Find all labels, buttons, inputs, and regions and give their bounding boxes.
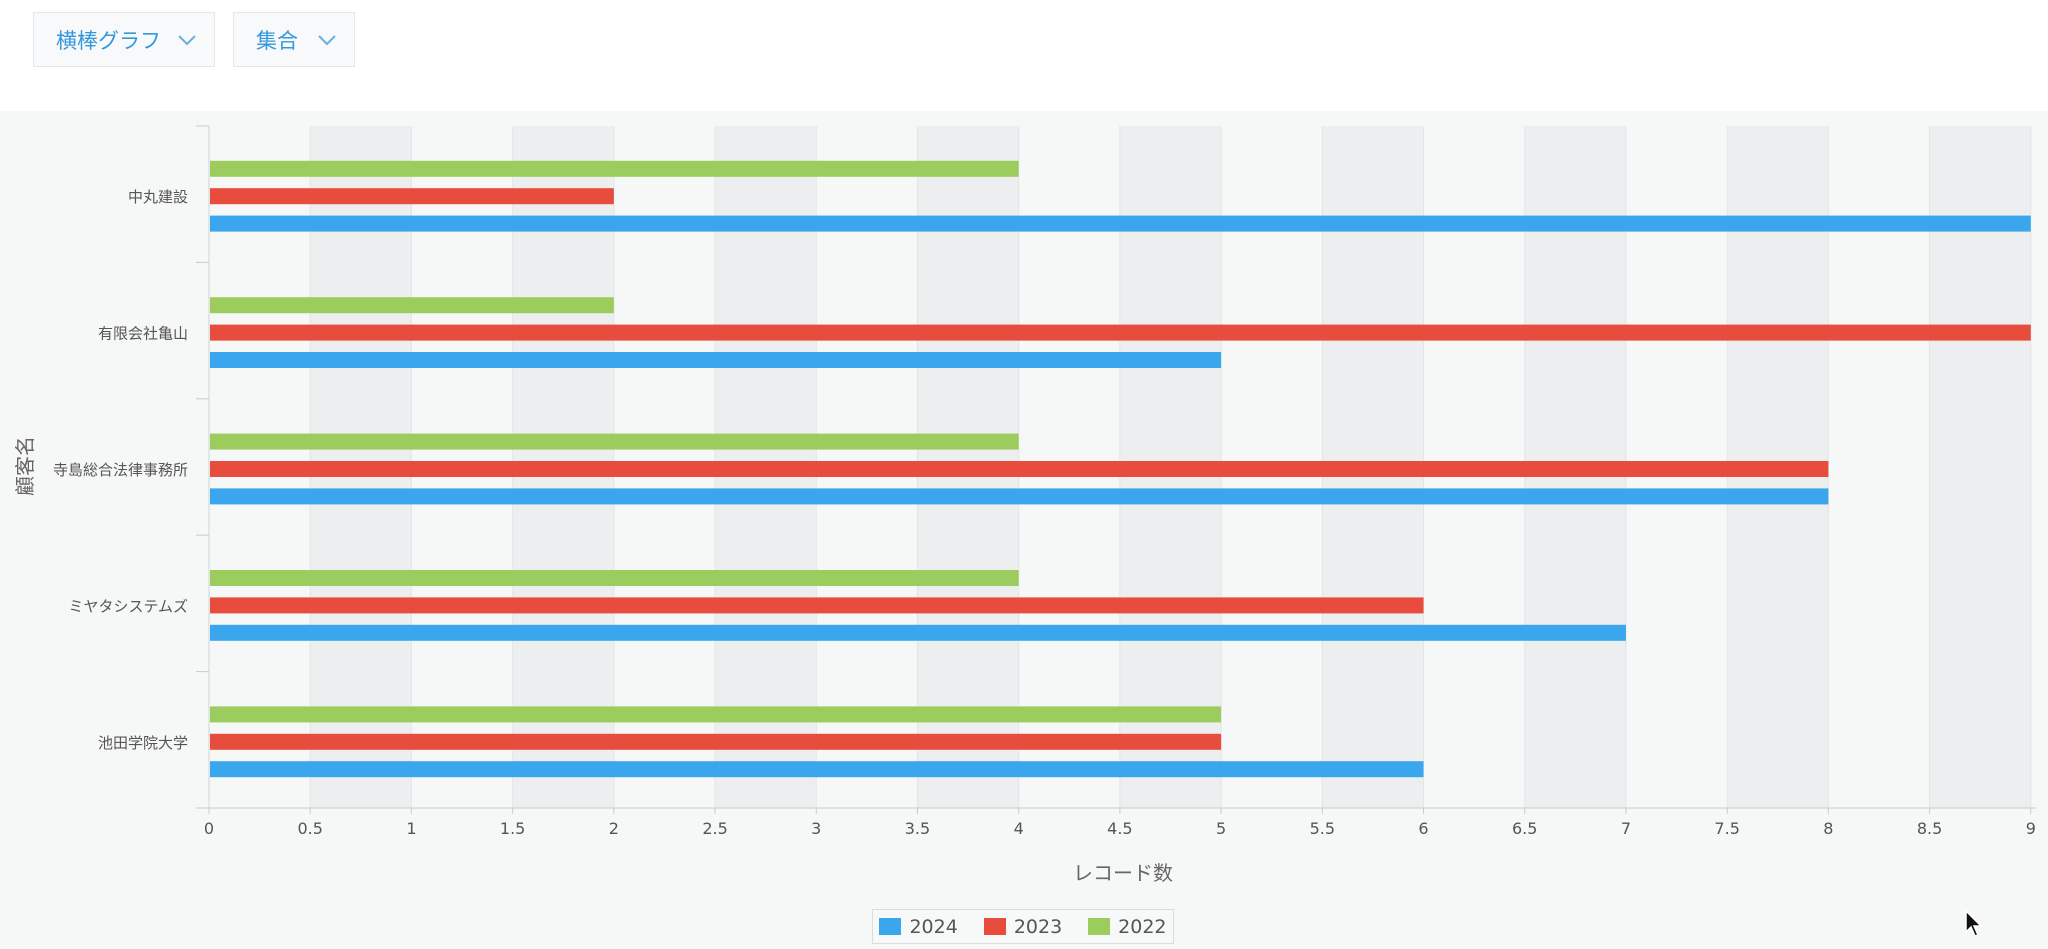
legend-item-2023[interactable]: 2023: [983, 915, 1063, 938]
x-tick-label: 6: [1418, 819, 1428, 838]
x-tick-label: 0.5: [297, 819, 322, 838]
x-tick-label: 5.5: [1310, 819, 1335, 838]
x-tick-label: 1.5: [500, 819, 525, 838]
y-category-label: 池田学院大学: [98, 734, 188, 752]
bar-2024[interactable]: [210, 215, 2031, 232]
bar-2022[interactable]: [210, 297, 614, 314]
x-tick-label: 2.5: [702, 819, 727, 838]
bar-2022[interactable]: [210, 433, 1019, 450]
x-tick-label: 0: [204, 819, 214, 838]
x-tick-label: 7: [1621, 819, 1631, 838]
chart-type-dropdown[interactable]: 横棒グラフ: [33, 12, 215, 67]
legend-item-2022[interactable]: 2022: [1088, 915, 1167, 938]
x-tick-label: 7.5: [1714, 819, 1739, 838]
bar-2024[interactable]: [210, 624, 1626, 641]
legend-label: 2024: [909, 915, 958, 938]
plot-bands: [310, 126, 2031, 808]
y-category-label: 寺島総合法律事務所: [53, 461, 188, 479]
y-category-label: 有限会社亀山: [98, 325, 188, 343]
x-tick-labels: 00.511.522.533.544.555.566.577.588.599.5: [204, 819, 2036, 838]
x-tick-label: 1: [406, 819, 416, 838]
aggregation-label: 集合: [256, 28, 298, 53]
chart-toolbar: 横棒グラフ 集合: [0, 0, 2048, 111]
x-tick-label: 4: [1014, 819, 1024, 838]
bar-2024[interactable]: [210, 488, 1829, 505]
mouse-cursor-icon: [1965, 910, 1983, 937]
y-category-label: 中丸建設: [128, 188, 188, 206]
chart-legend: 2024 2023 2022: [872, 909, 1174, 944]
bar-2023[interactable]: [210, 188, 614, 205]
chevron-down-icon: [178, 35, 196, 46]
legend-swatch: [1088, 918, 1111, 935]
axes: [196, 125, 2036, 814]
x-tick-label: 2: [609, 819, 619, 838]
bar-2023[interactable]: [210, 324, 2031, 341]
legend-label: 2023: [1013, 915, 1063, 938]
chevron-down-icon: [318, 35, 336, 46]
legend-swatch: [983, 918, 1006, 935]
bar-2024[interactable]: [210, 352, 1222, 368]
bar-2022[interactable]: [210, 160, 1019, 177]
chart-type-label: 横棒グラフ: [56, 28, 161, 53]
legend-item-2024[interactable]: 2024: [879, 915, 958, 938]
bar-2023[interactable]: [210, 597, 1424, 614]
plot-band: [1929, 126, 2031, 808]
x-tick-label: 4.5: [1107, 819, 1132, 838]
bar-2023[interactable]: [210, 733, 1222, 750]
x-tick-label: 9: [2026, 819, 2036, 838]
bar-2022[interactable]: [210, 570, 1019, 586]
x-tick-label: 3.5: [905, 819, 930, 838]
legend-swatch: [879, 918, 902, 935]
x-tick-label: 3: [811, 819, 821, 838]
aggregation-dropdown[interactable]: 集合: [233, 12, 355, 67]
bar-2023[interactable]: [210, 461, 1829, 477]
y-category-label: ミヤタシステムズ: [68, 597, 188, 615]
x-tick-label: 8: [1823, 819, 1833, 838]
x-tick-label: 6.5: [1512, 819, 1537, 838]
x-tick-label: 8.5: [1917, 819, 1942, 838]
legend-label: 2022: [1118, 915, 1167, 938]
x-tick-label: 5: [1216, 819, 1226, 838]
x-axis-label: レコード数: [1073, 861, 1173, 885]
bar-2024[interactable]: [210, 761, 1424, 778]
bar-2022[interactable]: [210, 706, 1222, 723]
y-axis-label: 顧客名: [13, 436, 37, 496]
bars: [210, 160, 2031, 778]
